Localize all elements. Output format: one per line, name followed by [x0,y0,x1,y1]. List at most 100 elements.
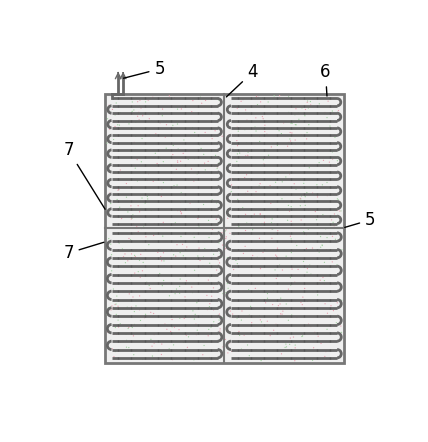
Point [257,265,264,272]
Point [119,213,126,221]
Point [131,107,137,114]
Point [200,151,207,158]
Point [321,353,328,360]
Point [278,351,285,358]
Point [204,306,211,313]
Point [125,235,132,242]
Point [213,216,220,223]
Point [182,140,189,147]
Point [188,108,195,115]
Point [196,272,203,279]
Point [203,292,210,299]
Point [276,146,283,153]
Point [199,262,206,269]
Point [298,192,305,199]
Point [155,249,161,256]
Point [119,245,126,252]
Point [283,206,290,213]
Point [244,117,250,124]
Point [253,114,259,122]
Point [128,215,135,222]
Point [321,109,328,116]
Point [193,331,200,338]
Point [152,130,159,137]
Point [125,209,131,216]
Point [315,139,321,146]
Point [130,293,137,301]
Point [302,202,309,209]
Point [292,239,299,246]
Point [116,122,123,129]
Point [219,241,226,248]
Point [285,161,292,168]
Point [178,213,185,220]
Point [280,119,287,126]
Point [170,341,177,348]
Point [221,175,228,183]
Point [319,211,326,218]
Point [299,332,306,339]
Point [171,94,178,101]
Point [128,250,135,257]
Point [206,354,213,361]
Point [228,181,235,188]
Point [329,258,336,265]
Point [264,290,271,297]
Point [214,163,221,170]
Point [329,156,336,163]
Point [211,154,217,161]
Point [235,196,241,203]
Point [287,103,294,110]
Point [131,321,138,328]
Point [316,159,323,166]
Point [174,159,181,166]
Point [292,344,299,351]
Text: 5: 5 [345,211,375,229]
Point [245,305,252,312]
Point [194,170,201,177]
Point [247,330,254,337]
Point [251,210,258,217]
Point [297,202,304,209]
Point [295,109,302,116]
Point [113,99,120,107]
Point [242,190,249,197]
Point [160,158,167,165]
Point [189,289,196,296]
Point [228,348,235,355]
Point [116,186,122,193]
Point [249,226,256,233]
Point [319,241,326,248]
Point [309,357,316,364]
Point [335,236,342,243]
Point [303,189,310,196]
Point [327,95,334,102]
Point [190,356,197,363]
Point [254,254,261,261]
Point [244,342,251,349]
Point [233,137,240,144]
Point [132,253,139,260]
Point [180,339,187,346]
Point [317,184,324,191]
Point [156,270,163,277]
Point [192,311,199,318]
Point [300,293,306,301]
Point [242,152,249,160]
Point [248,319,255,326]
Point [113,331,120,338]
Point [272,184,279,191]
Point [145,170,152,177]
Point [170,251,177,258]
Point [131,252,138,259]
Point [252,123,259,130]
Point [325,98,332,105]
Point [279,308,286,315]
Point [298,333,305,340]
Point [129,324,136,331]
Point [175,118,182,125]
Point [287,274,294,281]
Point [166,292,173,299]
Point [113,313,120,320]
Point [332,236,339,243]
